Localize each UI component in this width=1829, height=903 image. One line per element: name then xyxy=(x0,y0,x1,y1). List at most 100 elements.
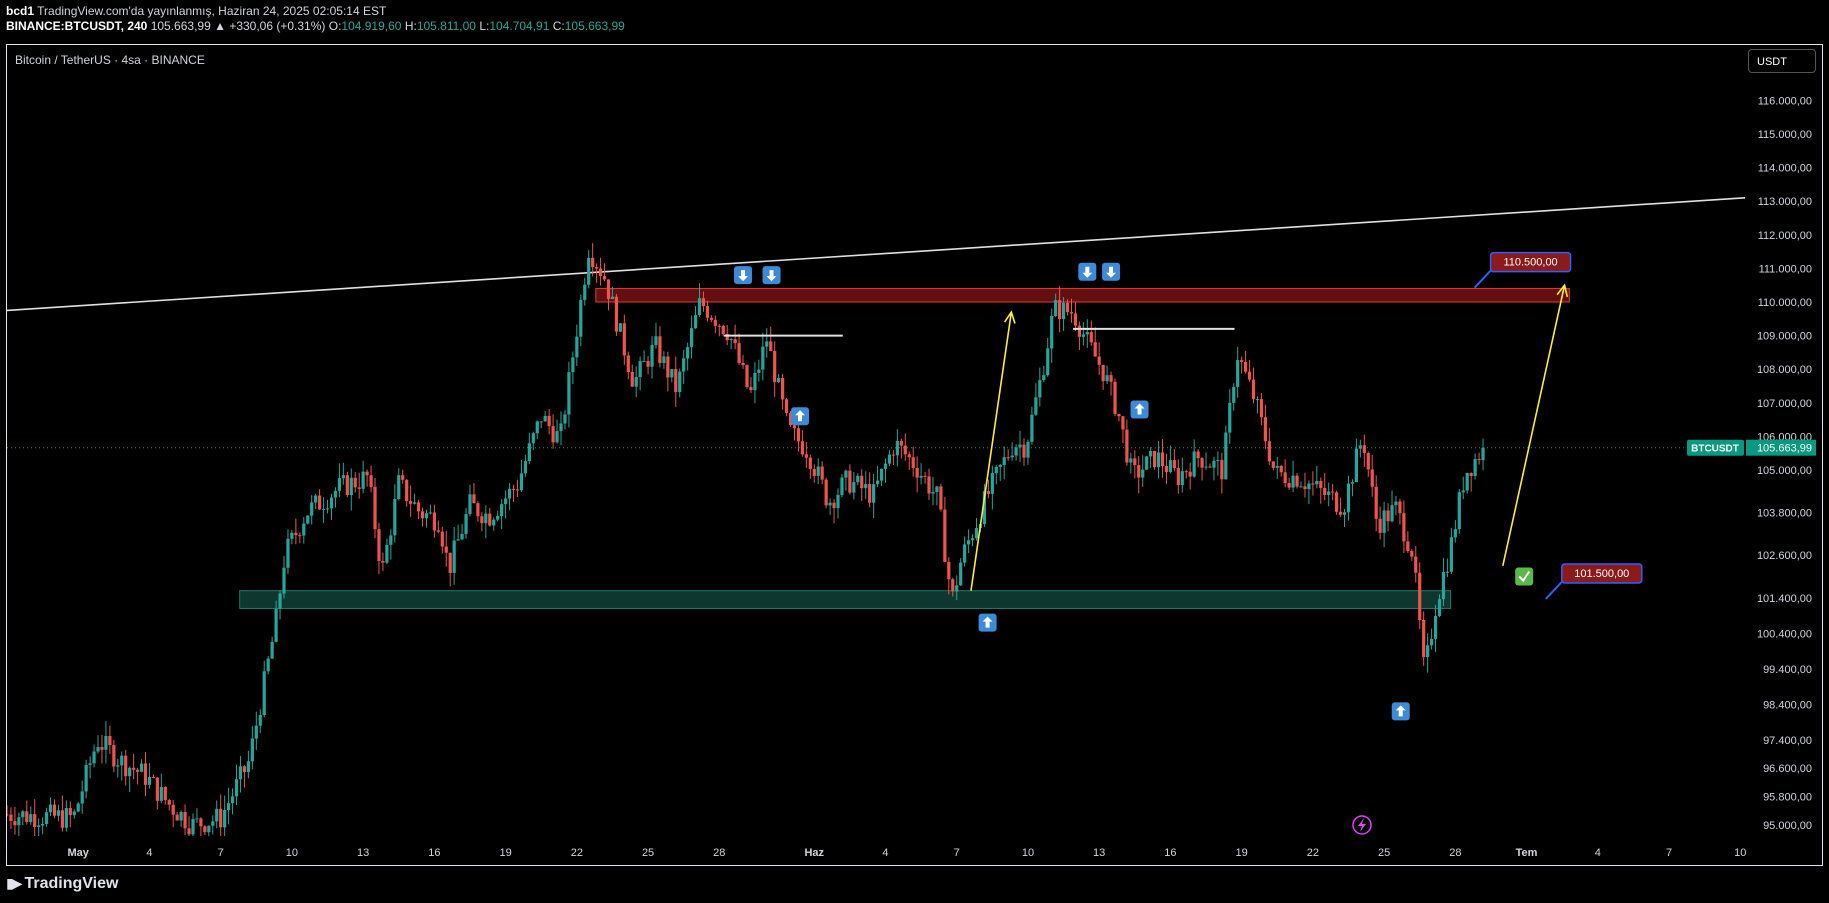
candle-body xyxy=(76,803,80,812)
tradingview-logo-icon: ▮▶ xyxy=(6,875,23,891)
check-stroke xyxy=(1518,570,1531,583)
candle-body xyxy=(302,523,306,536)
candle-body xyxy=(812,468,816,476)
x-tick-label: 22 xyxy=(1307,847,1319,859)
candle-body xyxy=(1279,465,1283,473)
candle-body xyxy=(935,486,939,493)
candle-body xyxy=(1224,432,1228,480)
candle-body xyxy=(1441,571,1446,600)
plot-area: 110.500,00 101.500,00 xyxy=(7,197,1745,836)
candle-body xyxy=(1145,456,1149,470)
y-tick-label: 96.600,00 xyxy=(1763,763,1812,775)
projection-arrow-head xyxy=(1556,283,1569,298)
candle-body xyxy=(990,473,994,494)
candle-body xyxy=(856,475,860,483)
candle-body xyxy=(761,346,765,370)
candle-body xyxy=(1220,460,1224,480)
candle-body xyxy=(377,529,381,561)
candle-body xyxy=(1089,332,1093,343)
candle-body xyxy=(1034,397,1038,415)
candle-body xyxy=(353,477,357,488)
x-tick-label: 7 xyxy=(954,847,960,859)
author-name[interactable]: bcd1 xyxy=(6,4,35,18)
y-tick-label: 102.600,00 xyxy=(1757,550,1812,562)
candle-body xyxy=(1433,616,1438,639)
candle-body xyxy=(575,336,579,358)
candle-body xyxy=(915,468,919,478)
candle-body xyxy=(393,499,397,536)
lightning-ring xyxy=(1352,815,1372,835)
candle-body xyxy=(246,761,250,773)
trendline xyxy=(7,197,1745,312)
candle-body xyxy=(848,470,852,493)
candle-body xyxy=(230,796,235,804)
candle-body xyxy=(634,377,638,387)
candle-body xyxy=(1315,481,1319,485)
candle-body xyxy=(357,487,361,489)
candle-body xyxy=(1461,490,1465,493)
candle-body xyxy=(579,299,583,337)
candle-body xyxy=(1184,471,1188,473)
candle-body xyxy=(1054,300,1058,316)
tradingview-logo[interactable]: ▮▶ TradingView xyxy=(6,875,118,893)
chart-frame[interactable] xyxy=(6,44,1823,866)
candle-body xyxy=(294,532,298,536)
arrow-down-icon xyxy=(1078,262,1097,281)
low-label: L: xyxy=(479,19,490,33)
candle-body xyxy=(1156,452,1161,468)
candle-body xyxy=(1058,300,1062,320)
candle-body xyxy=(602,275,607,280)
last-price-tag xyxy=(1746,439,1816,456)
symbol-label: BINANCE:BTCUSDT, 240 xyxy=(6,19,148,33)
candle-body xyxy=(290,532,294,539)
candle-body xyxy=(963,544,967,563)
candle-body xyxy=(1414,556,1418,573)
candle-body xyxy=(844,470,848,478)
candle-body xyxy=(428,512,433,514)
candle-body xyxy=(994,466,998,474)
candle-body xyxy=(792,425,797,429)
candle-body xyxy=(68,807,72,816)
candle-body xyxy=(543,415,547,422)
candle-body xyxy=(306,515,310,524)
candle-body xyxy=(9,814,13,821)
candle-body xyxy=(1402,513,1406,542)
candle-body xyxy=(737,343,741,363)
candle-body xyxy=(1453,529,1457,538)
candle-body xyxy=(927,476,931,494)
candle-body xyxy=(757,369,761,373)
candle-body xyxy=(1200,458,1204,468)
candle-body xyxy=(1038,380,1042,398)
candle-body xyxy=(1192,451,1196,477)
candle-body xyxy=(37,825,41,828)
candle-body xyxy=(875,480,880,485)
candle-body xyxy=(472,494,476,504)
candle-body xyxy=(1180,471,1184,486)
x-tick-label: 13 xyxy=(357,847,369,859)
candle-body xyxy=(725,333,729,341)
candle-body xyxy=(464,514,468,534)
candle-body xyxy=(682,358,686,372)
candle-body xyxy=(1426,645,1430,658)
currency-button[interactable]: USDT xyxy=(1748,49,1816,73)
candle-body xyxy=(939,486,943,510)
candle-body xyxy=(1255,399,1260,401)
close-value: 105.663,99 xyxy=(564,19,625,33)
close-label: C: xyxy=(552,19,565,33)
candle-body xyxy=(642,360,646,362)
candle-body xyxy=(729,339,733,341)
candle-body xyxy=(1061,302,1066,320)
candle-body xyxy=(800,441,804,455)
low-value: 104.704,91 xyxy=(489,19,550,33)
lightning-icon xyxy=(1352,815,1372,835)
candle-body xyxy=(365,471,369,476)
candle-body xyxy=(1386,510,1390,522)
candle-body xyxy=(480,516,484,524)
candle-body xyxy=(587,257,591,285)
candle-body xyxy=(595,267,599,269)
candle-body xyxy=(804,454,808,458)
candle-body xyxy=(448,552,452,573)
candle-body xyxy=(337,478,342,491)
x-tick-label: 19 xyxy=(1236,847,1248,859)
